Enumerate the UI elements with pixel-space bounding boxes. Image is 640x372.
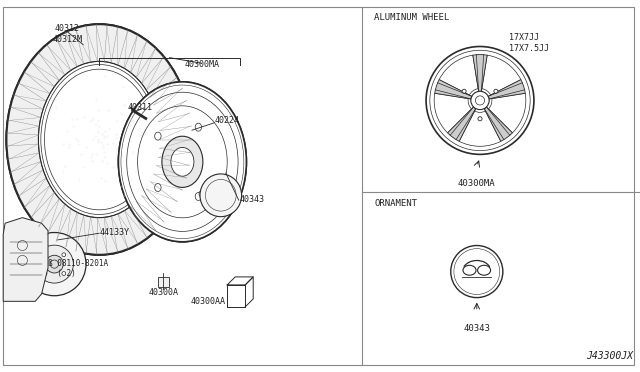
Ellipse shape (155, 132, 161, 140)
Circle shape (478, 117, 482, 121)
Text: 40300A: 40300A (148, 288, 178, 297)
Ellipse shape (195, 192, 202, 201)
Ellipse shape (38, 61, 160, 218)
Text: 40300MA: 40300MA (184, 60, 219, 68)
Polygon shape (3, 218, 48, 301)
Circle shape (23, 232, 86, 296)
Circle shape (62, 253, 66, 257)
Text: 17X7JJ
17X7.5JJ: 17X7JJ 17X7.5JJ (509, 33, 548, 53)
Circle shape (462, 89, 466, 93)
Wedge shape (447, 107, 476, 141)
Text: 40300MA: 40300MA (458, 179, 495, 187)
Circle shape (494, 89, 498, 93)
Wedge shape (488, 93, 526, 133)
Text: 40224: 40224 (214, 116, 239, 125)
Wedge shape (484, 107, 513, 141)
Circle shape (35, 245, 74, 283)
Ellipse shape (200, 174, 241, 217)
Ellipse shape (118, 82, 246, 242)
Text: 40343: 40343 (240, 195, 265, 203)
Text: 44133Y: 44133Y (99, 228, 129, 237)
Wedge shape (473, 55, 487, 92)
Text: 40343: 40343 (463, 324, 490, 333)
Text: ß 08110-8201A
  ( 2): ß 08110-8201A ( 2) (48, 259, 108, 278)
Wedge shape (459, 111, 501, 146)
Ellipse shape (6, 24, 192, 255)
Wedge shape (482, 55, 521, 95)
Ellipse shape (162, 136, 203, 187)
Circle shape (43, 272, 47, 275)
Ellipse shape (155, 183, 161, 192)
Text: ORNAMENT: ORNAMENT (374, 199, 417, 208)
Text: J43300JX: J43300JX (587, 351, 634, 361)
Circle shape (43, 253, 47, 257)
Wedge shape (439, 55, 478, 95)
Text: ALUMINUM WHEEL: ALUMINUM WHEEL (374, 13, 450, 22)
Text: 40311: 40311 (128, 103, 153, 112)
Wedge shape (435, 80, 472, 99)
Text: 40312
40312M: 40312 40312M (52, 24, 82, 44)
Ellipse shape (195, 123, 202, 131)
Circle shape (471, 91, 489, 110)
Ellipse shape (199, 190, 204, 197)
Bar (158, 277, 169, 287)
Text: 40300AA: 40300AA (190, 297, 225, 306)
Wedge shape (434, 93, 472, 133)
Ellipse shape (171, 147, 194, 176)
Wedge shape (488, 80, 525, 99)
Circle shape (45, 255, 63, 273)
Circle shape (62, 272, 66, 275)
Circle shape (476, 96, 484, 105)
